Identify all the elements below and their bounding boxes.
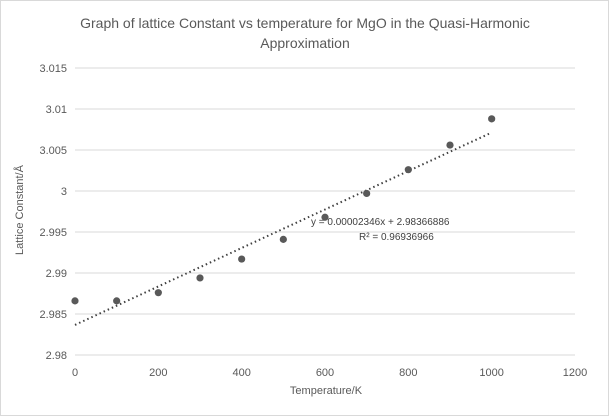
- data-point: [404, 166, 412, 174]
- x-tick-label: 400: [232, 367, 250, 379]
- data-point: [446, 141, 454, 149]
- data-point: [488, 115, 496, 123]
- data-point: [363, 189, 371, 198]
- data-point: [196, 274, 204, 282]
- y-tick-label: 3.01: [46, 104, 67, 116]
- x-axis-title: Temperature/K: [290, 385, 363, 397]
- linear-trendline: [74, 131, 493, 326]
- y-tick-label: 2.98: [46, 350, 67, 362]
- y-tick-label: 3: [61, 186, 67, 198]
- tick-labels: 2.98 2.985 2.99 2.995 3 3.005 3.01 3.015 0 200 400…: [39, 63, 587, 379]
- trendline-layer: [74, 131, 493, 326]
- trendline-r-squared: R² = 0.96936966: [359, 232, 434, 243]
- data-point: [71, 297, 79, 305]
- x-tick-label: 1200: [563, 367, 587, 379]
- y-tick-label: 3.005: [39, 145, 67, 157]
- chart-title-line-1: Graph of lattice Constant vs temperature…: [80, 15, 530, 31]
- data-points: [71, 115, 496, 305]
- y-tick-label: 2.985: [39, 309, 67, 321]
- x-tick-label: 0: [72, 367, 78, 379]
- x-tick-label: 1000: [479, 367, 503, 379]
- y-axis-title: Lattice Constant/Å: [13, 164, 26, 255]
- gridlines: [75, 67, 575, 356]
- data-point: [113, 297, 121, 305]
- y-tick-label: 2.99: [46, 268, 67, 280]
- x-tick-label: 600: [316, 367, 334, 379]
- x-tick-label: 200: [149, 367, 167, 379]
- data-point: [154, 289, 162, 297]
- x-tick-label: 800: [399, 367, 417, 379]
- y-tick-label: 3.015: [39, 63, 67, 75]
- data-point: [321, 213, 329, 221]
- y-tick-label: 2.995: [39, 227, 67, 239]
- trendline-equation: y = 0.00002346x + 2.98366886: [311, 217, 450, 228]
- chart-title-line-2: Approximation: [260, 35, 350, 51]
- data-point: [279, 235, 287, 243]
- data-point: [238, 255, 246, 263]
